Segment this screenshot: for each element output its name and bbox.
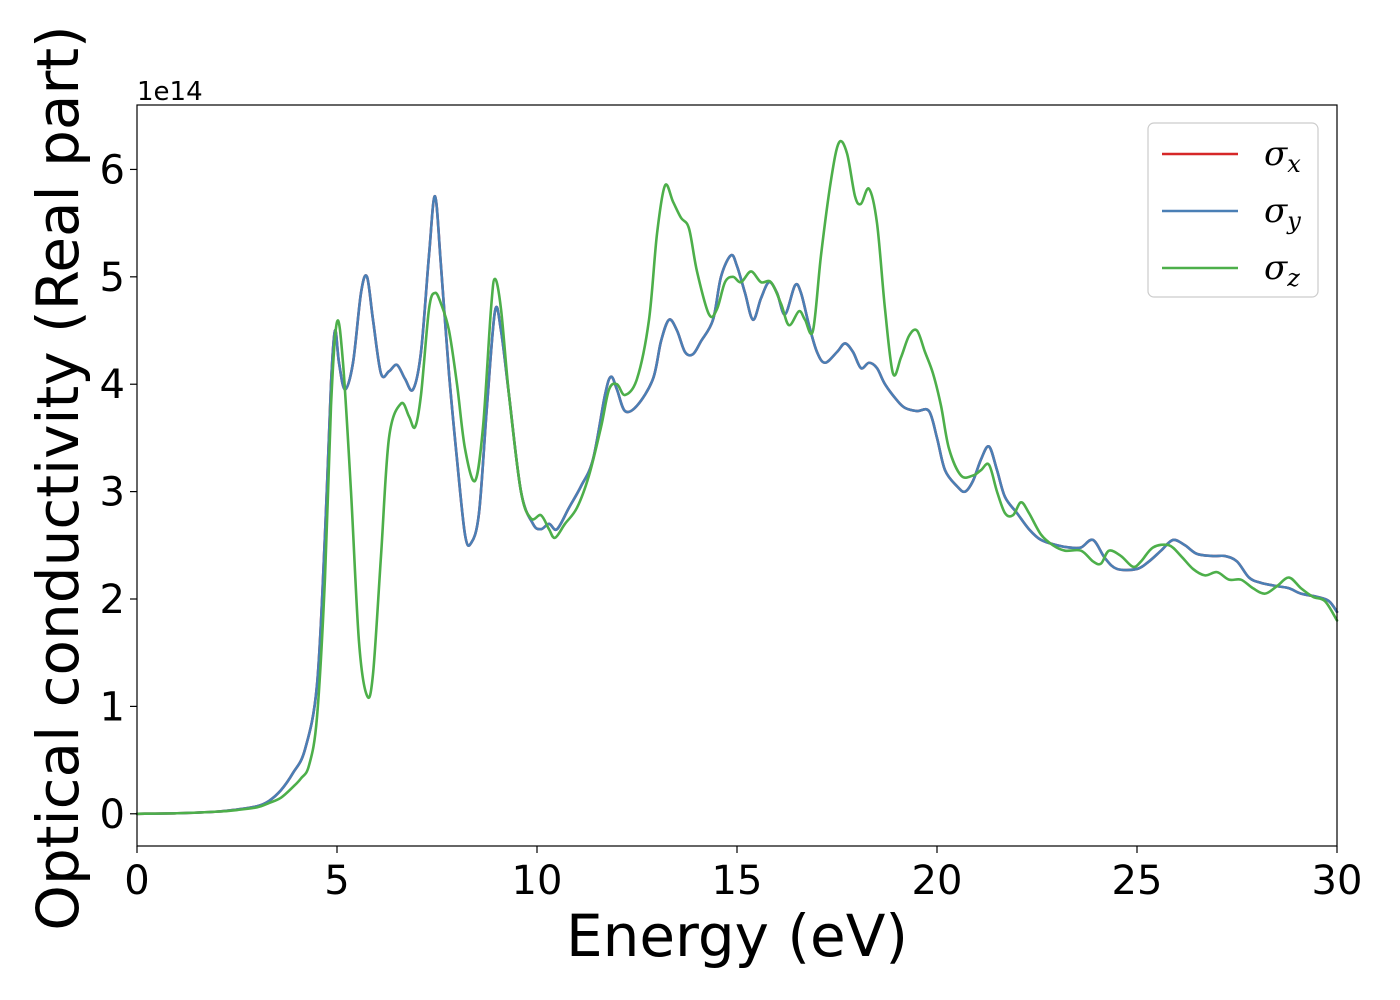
x-tick-label: 20 xyxy=(912,858,963,904)
x-tick-label: 25 xyxy=(1112,858,1163,904)
x-tick-label: 0 xyxy=(124,858,149,904)
x-axis-ticks: 0 5 10 15 20 25 30 xyxy=(124,846,1362,904)
y-axis-ticks: 0 1 2 3 4 5 6 xyxy=(100,147,137,838)
y-offset-label: 1e14 xyxy=(137,77,203,107)
series-layer xyxy=(135,139,1339,816)
x-axis-title: Energy (eV) xyxy=(566,902,908,970)
y-tick-label: 4 xyxy=(100,362,125,408)
x-tick-label: 10 xyxy=(512,858,563,904)
plot-background xyxy=(137,105,1337,846)
y-tick-label: 5 xyxy=(100,255,125,301)
y-tick-label: 1 xyxy=(100,684,125,730)
y-tick-label: 6 xyxy=(100,147,125,193)
legend-label-z: σz xyxy=(1264,248,1300,292)
x-tick-label: 5 xyxy=(324,858,349,904)
legend-label-x: σx xyxy=(1264,134,1301,178)
x-tick-label: 30 xyxy=(1312,858,1363,904)
y-tick-label: 2 xyxy=(100,577,125,623)
x-tick-label: 15 xyxy=(712,858,763,904)
legend-label-y: σy xyxy=(1264,191,1301,235)
series-line-z xyxy=(135,139,1339,816)
y-tick-label: 3 xyxy=(100,470,125,516)
y-tick-label: 0 xyxy=(100,792,125,838)
y-axis-title: Optical conductivity (Real part) xyxy=(24,25,92,930)
legend: σx σy σz xyxy=(1147,122,1319,298)
series-line-y xyxy=(135,194,1339,816)
